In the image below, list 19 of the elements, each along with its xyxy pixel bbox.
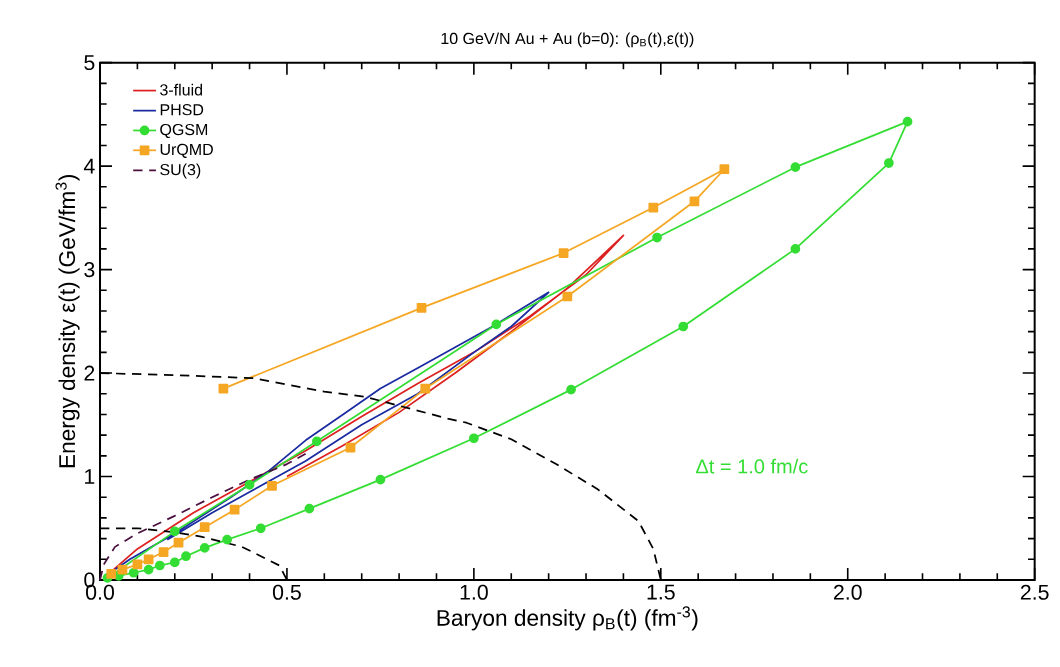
y-tick-label: 4 <box>83 158 95 174</box>
x-tick-label: 1.5 <box>647 584 675 600</box>
y-axis-title: Energy density ε(t) (GeV/fm$^{3}$) <box>55 175 80 468</box>
legend-label: SU(3) <box>160 163 201 179</box>
x-tick-label: 0.5 <box>272 584 301 600</box>
legend-label: 3-fluid <box>160 83 203 96</box>
x-axis-title: Baryon density ρ$_{B}$(t) (fm$^{-3}$) <box>437 606 698 631</box>
legend-label: QGSM <box>160 124 208 139</box>
x-tick-label: 2.0 <box>833 584 862 600</box>
y-tick-label: 2 <box>84 365 95 381</box>
legend-label: UrQMD <box>160 143 213 159</box>
annotation: Δt = 1.0 fm/c <box>696 459 808 474</box>
x-tick-label: 2.5 <box>1020 584 1049 600</box>
legend-label: PHSD <box>160 104 204 116</box>
chart-title: 10 GeV/N Au + Au (b=0): (ρ$_{B}$(t),ε(t)) <box>441 32 694 48</box>
y-tick-label: 1 <box>85 469 95 485</box>
x-tick-label: 1.0 <box>460 584 488 600</box>
y-tick-label: 3 <box>84 262 95 278</box>
y-tick-label: 5 <box>84 55 95 71</box>
